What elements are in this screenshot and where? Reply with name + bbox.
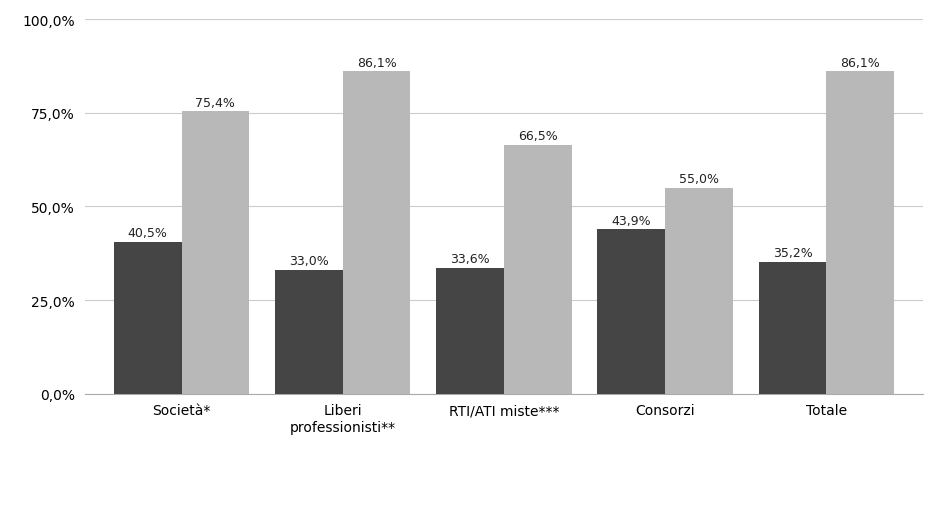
Bar xyxy=(758,263,826,394)
Bar xyxy=(275,271,343,394)
Text: 75,4%: 75,4% xyxy=(195,96,236,110)
Text: 86,1%: 86,1% xyxy=(357,57,397,70)
Bar xyxy=(343,72,411,394)
Bar xyxy=(436,268,504,394)
Bar xyxy=(182,112,250,394)
Bar xyxy=(665,188,733,394)
Text: 33,6%: 33,6% xyxy=(450,252,490,266)
Bar xyxy=(504,145,572,394)
Text: 35,2%: 35,2% xyxy=(772,247,812,260)
Bar xyxy=(114,242,182,394)
Text: 66,5%: 66,5% xyxy=(518,130,558,143)
Text: 43,9%: 43,9% xyxy=(611,214,651,227)
Text: 86,1%: 86,1% xyxy=(840,57,880,70)
Text: 55,0%: 55,0% xyxy=(679,173,719,186)
Text: 33,0%: 33,0% xyxy=(289,255,329,268)
Bar xyxy=(597,230,665,394)
Bar xyxy=(826,72,894,394)
Text: 40,5%: 40,5% xyxy=(128,227,168,240)
